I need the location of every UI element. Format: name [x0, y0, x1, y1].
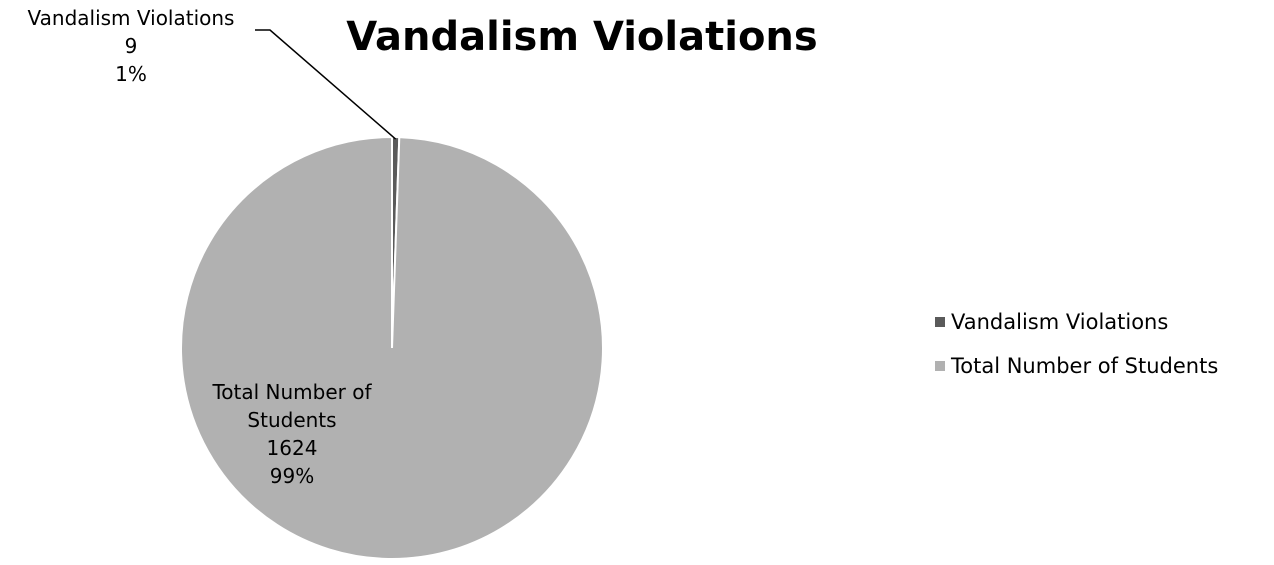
legend-label: Vandalism Violations — [951, 310, 1169, 334]
legend-item: Total Number of Students — [935, 354, 1218, 378]
legend-swatch — [935, 361, 945, 371]
data-label-percent: 1% — [115, 62, 147, 86]
pie-slice — [180, 135, 604, 560]
data-label: Total Number of Students 1624 99% — [182, 378, 402, 490]
data-label-value: 9 — [124, 34, 138, 58]
data-label-percent: 99% — [269, 464, 315, 488]
legend-item: Vandalism Violations — [935, 310, 1168, 334]
legend-swatch — [935, 317, 945, 327]
data-label-value: 1624 — [266, 436, 318, 460]
data-label-name: Total Number of Students — [212, 380, 372, 432]
leader-line — [255, 29, 397, 140]
legend-label: Total Number of Students — [951, 354, 1219, 378]
data-label: Vandalism Violations 9 1% — [0, 4, 262, 88]
chart-title: Vandalism Violations — [346, 14, 818, 60]
data-label-name: Vandalism Violations — [27, 6, 235, 30]
